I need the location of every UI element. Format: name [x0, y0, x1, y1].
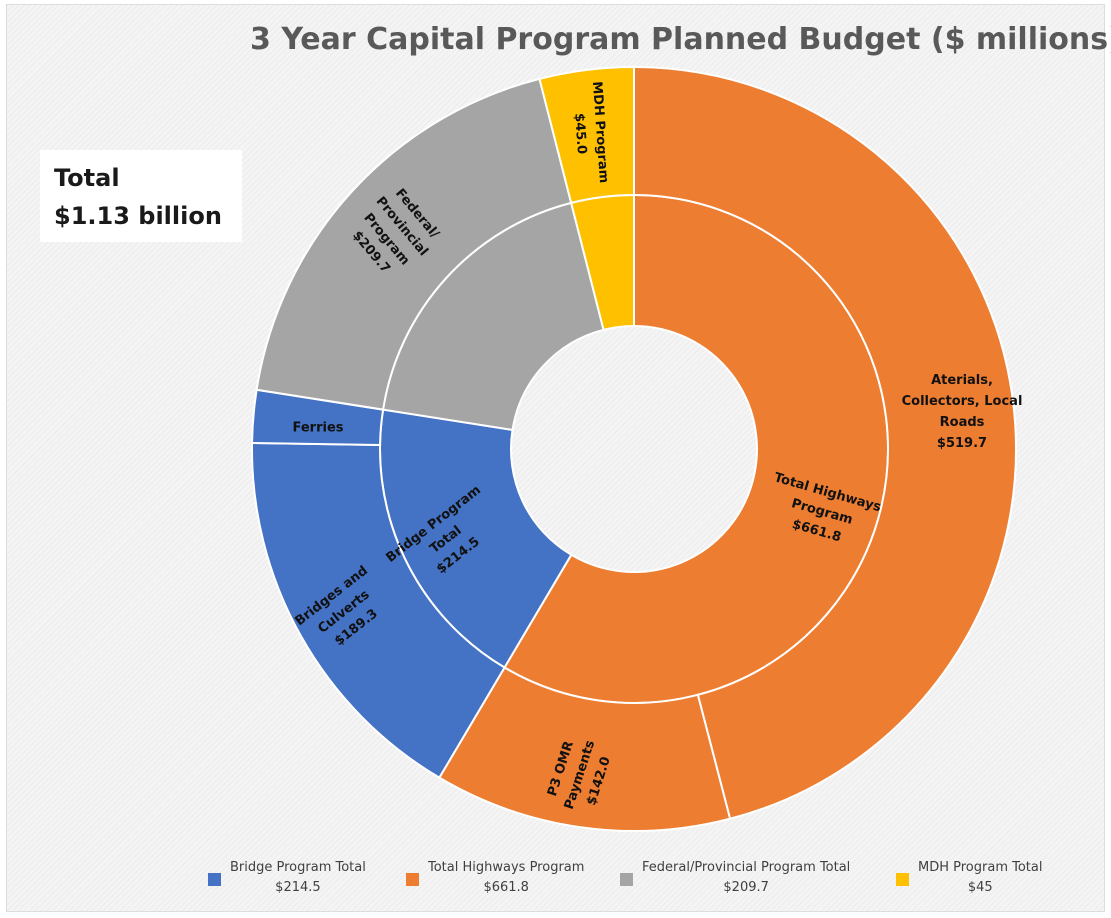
outer-ring-segment-5: [538, 65, 635, 205]
outer-ring-label-0: Aterials, Collectors, Local Roads $519.7: [902, 373, 1023, 451]
legend-swatch-highways: [406, 873, 419, 886]
legend-swatch-federal: [620, 873, 633, 886]
segment-label-line: $45.0: [571, 113, 589, 155]
outer-ring-segment-4: [255, 77, 573, 411]
segment-label-line: Roads: [940, 415, 985, 430]
legend-name: Bridge Program Total: [230, 860, 366, 875]
legend-value: $209.7: [723, 880, 769, 895]
total-value: $1.13 billion: [54, 202, 222, 230]
segment-label-line: Ferries: [292, 421, 343, 436]
outer-ring-label-5: MDH Program$45.0: [571, 81, 611, 184]
legend-value: $214.5: [275, 880, 321, 895]
total-callout: Total $1.13 billion: [40, 150, 242, 242]
outer-ring-label-3: Ferries: [292, 421, 343, 436]
legend-name: Federal/Provincial Program Total: [642, 860, 851, 875]
legend-name: Total Highways Program: [428, 860, 585, 875]
legend-swatch-mdh: [896, 873, 909, 886]
segment-label-line: Collectors, Local: [902, 394, 1023, 409]
legend-name: MDH Program Total: [918, 860, 1043, 875]
legend-swatch-bridge: [208, 873, 221, 886]
legend-value: $45: [967, 880, 993, 895]
chart-title: 3 Year Capital Program Planned Budget ($…: [250, 22, 1111, 57]
segment-label-line: Aterials,: [931, 373, 993, 388]
chart-legend: Bridge Program Total $214.5 Total Highwa…: [200, 856, 1100, 904]
segment-label-line: MDH Program: [589, 81, 611, 184]
outer-ring-segment-0: [633, 65, 1018, 820]
legend-value: $661.8: [483, 880, 529, 895]
segment-label-line: $519.7: [937, 436, 987, 451]
total-label: Total: [54, 164, 120, 192]
